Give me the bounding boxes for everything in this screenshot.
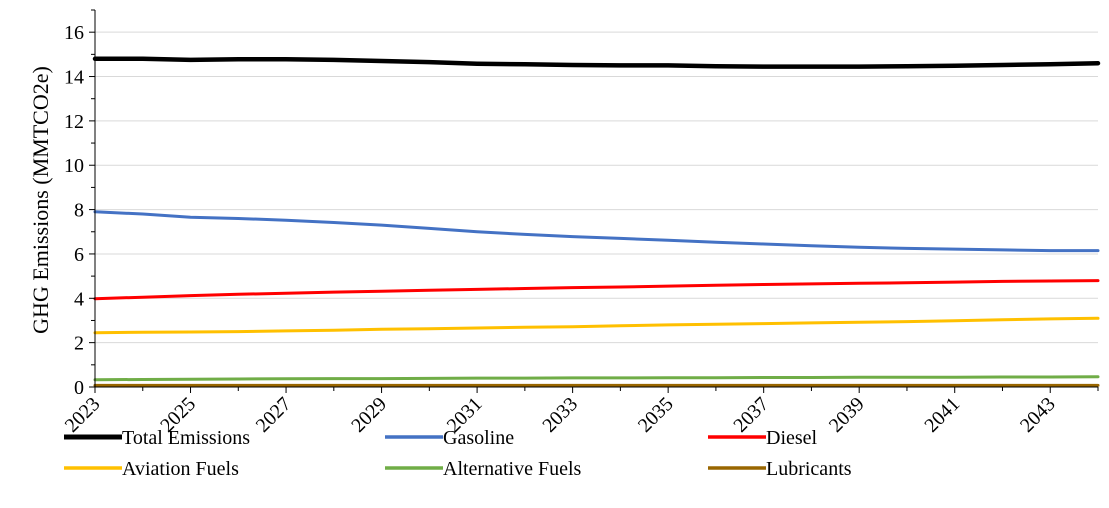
legend-item: Lubricants bbox=[708, 458, 852, 480]
x-tick-label: 2035 bbox=[634, 393, 678, 437]
y-tick-label: 12 bbox=[64, 111, 84, 133]
y-tick-label: 2 bbox=[74, 333, 84, 355]
y-tick-label: 4 bbox=[74, 288, 84, 310]
series-line-total-emissions bbox=[92, 56, 1101, 69]
y-tick-label: 16 bbox=[64, 22, 84, 44]
x-tick-label: 2039 bbox=[825, 393, 869, 437]
y-tick-label: 6 bbox=[74, 244, 84, 266]
legend-item: Aviation Fuels bbox=[64, 458, 239, 480]
y-tick-label: 0 bbox=[74, 377, 84, 399]
series-line-gasoline bbox=[93, 210, 1100, 253]
legend-label: Diesel bbox=[766, 427, 818, 449]
legend-item: Diesel bbox=[708, 427, 818, 449]
x-tick-label: 2043 bbox=[1016, 393, 1060, 437]
gridlines bbox=[95, 31, 1098, 344]
legend-label: Total Emissions bbox=[122, 427, 250, 449]
axes bbox=[89, 9, 1099, 393]
x-tick-label: 2027 bbox=[252, 393, 296, 437]
legend-item: Alternative Fuels bbox=[385, 458, 582, 480]
legend: Total Emissions Gasoline Diesel Aviation Fu… bbox=[64, 427, 852, 480]
y-tick-label: 14 bbox=[64, 67, 84, 89]
legend-item: Gasoline bbox=[385, 427, 514, 449]
legend-label: Gasoline bbox=[443, 427, 514, 449]
y-tick-labels: 0 2 4 6 8 10 12 14 16 bbox=[64, 22, 84, 399]
x-tick-label: 2029 bbox=[347, 393, 391, 437]
y-axis-title: GHG Emissions (MMTCO2e) bbox=[28, 66, 53, 334]
series-line-alternative-fuels bbox=[93, 375, 1100, 382]
y-tick-label: 10 bbox=[64, 155, 84, 177]
legend-item: Total Emissions bbox=[64, 427, 250, 449]
series-line-aviation-fuels bbox=[93, 316, 1100, 335]
y-tick-label: 8 bbox=[74, 200, 84, 222]
legend-label: Lubricants bbox=[766, 458, 852, 480]
legend-label: Aviation Fuels bbox=[122, 458, 239, 480]
series-lines bbox=[92, 56, 1101, 387]
series-line-diesel bbox=[93, 279, 1100, 301]
x-tick-label: 2033 bbox=[538, 393, 582, 437]
legend-label: Alternative Fuels bbox=[443, 458, 582, 480]
x-tick-label: 2041 bbox=[920, 393, 964, 437]
x-tick-label: 2023 bbox=[61, 393, 105, 437]
